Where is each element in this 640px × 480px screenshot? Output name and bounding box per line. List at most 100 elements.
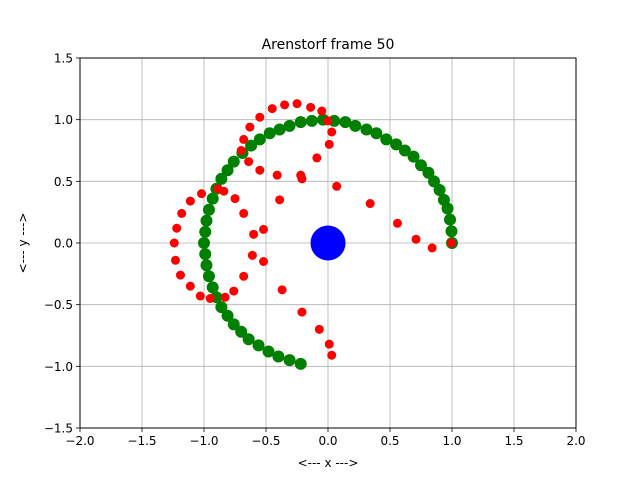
red-trajectory-point xyxy=(236,146,246,155)
red-trajectory-point xyxy=(327,350,337,360)
series-layer xyxy=(169,99,458,370)
red-trajectory-point xyxy=(296,170,306,180)
green-trajectory-point xyxy=(227,155,240,168)
red-trajectory-point xyxy=(267,104,277,114)
red-trajectory-point xyxy=(213,184,223,194)
red-trajectory-point xyxy=(411,234,421,244)
green-trajectory-point xyxy=(227,318,240,331)
red-trajectory-point xyxy=(275,195,285,205)
red-trajectory-point xyxy=(324,139,334,149)
x-tick-label: 0.5 xyxy=(380,434,399,448)
red-trajectory-point xyxy=(317,106,327,116)
y-tick-label: −1.5 xyxy=(44,422,73,436)
green-trajectory-point xyxy=(235,325,248,338)
red-trajectory-point xyxy=(205,294,215,303)
green-trajectory-point xyxy=(407,150,420,163)
green-trajectory-point xyxy=(339,116,352,129)
green-trajectory-point xyxy=(206,281,219,294)
green-trajectory-point xyxy=(283,354,296,367)
y-tick-label: 0.0 xyxy=(54,237,73,251)
series-large-circle xyxy=(198,113,458,370)
green-trajectory-point xyxy=(245,139,258,152)
red-trajectory-point xyxy=(229,286,239,296)
red-trajectory-point xyxy=(249,229,259,239)
red-trajectory-point xyxy=(297,307,307,317)
y-tick-label: −1.0 xyxy=(44,360,73,374)
red-trajectory-point xyxy=(169,238,179,248)
series-small-circle xyxy=(169,99,456,360)
red-trajectory-point xyxy=(365,199,375,209)
x-tick-label: 1.0 xyxy=(442,434,461,448)
red-trajectory-point xyxy=(292,99,302,109)
green-trajectory-point xyxy=(428,175,441,188)
green-trajectory-point xyxy=(215,301,228,314)
red-trajectory-point xyxy=(332,181,342,191)
red-trajectory-point xyxy=(324,339,334,349)
x-tick-label: 0.0 xyxy=(318,434,337,448)
red-trajectory-point xyxy=(170,255,180,265)
central-body xyxy=(310,225,346,261)
red-trajectory-point xyxy=(239,134,249,144)
green-trajectory-point xyxy=(199,225,212,238)
y-tick-label: −0.5 xyxy=(44,298,73,312)
red-trajectory-point xyxy=(230,194,240,204)
red-trajectory-point xyxy=(197,189,207,199)
green-trajectory-point xyxy=(444,213,457,226)
green-trajectory-point xyxy=(221,309,234,322)
x-tick-label: −1.0 xyxy=(189,434,218,448)
axis-ticks: −2.0 −1.5 −1.0 −0.5 0.0 0.5 1.0 1.5 2.0−1.5−1.0−… xyxy=(44,52,586,449)
red-trajectory-point xyxy=(446,238,456,248)
series-big-disk xyxy=(310,225,346,261)
red-trajectory-point xyxy=(277,285,287,295)
green-trajectory-point xyxy=(200,214,213,227)
green-trajectory-point xyxy=(437,193,450,206)
red-trajectory-point xyxy=(392,218,402,228)
green-trajectory-point xyxy=(370,127,383,140)
red-trajectory-point xyxy=(244,157,254,167)
x-tick-label: −0.5 xyxy=(251,434,280,448)
green-trajectory-point xyxy=(273,123,286,136)
y-tick-label: 0.5 xyxy=(54,175,73,189)
green-trajectory-point xyxy=(221,164,234,177)
red-trajectory-point xyxy=(259,257,269,266)
red-trajectory-point xyxy=(185,281,195,291)
green-trajectory-point xyxy=(215,172,228,185)
red-trajectory-point xyxy=(239,208,249,218)
green-trajectory-point xyxy=(200,259,213,272)
red-trajectory-point xyxy=(255,112,265,122)
green-trajectory-point xyxy=(305,114,318,127)
green-trajectory-point xyxy=(390,138,403,151)
red-trajectory-point xyxy=(239,271,249,281)
x-tick-label: 1.5 xyxy=(504,434,523,448)
green-trajectory-point xyxy=(198,237,210,249)
green-trajectory-point xyxy=(253,133,266,146)
y-axis-label: <--- y ---> xyxy=(16,213,30,274)
red-trajectory-point xyxy=(314,324,324,334)
x-tick-label: −2.0 xyxy=(65,434,94,448)
red-trajectory-point xyxy=(312,153,322,163)
red-trajectory-point xyxy=(255,165,265,175)
green-trajectory-point xyxy=(206,192,219,205)
red-trajectory-point xyxy=(245,122,255,132)
green-trajectory-point xyxy=(202,203,215,216)
red-trajectory-point xyxy=(220,292,230,302)
green-trajectory-point xyxy=(360,123,373,136)
green-trajectory-point xyxy=(294,357,307,370)
red-trajectory-point xyxy=(427,243,437,253)
green-trajectory-point xyxy=(415,159,427,172)
red-trajectory-point xyxy=(306,102,316,112)
green-trajectory-point xyxy=(398,144,411,157)
green-trajectory-point xyxy=(380,133,393,146)
red-trajectory-point xyxy=(185,196,195,206)
red-trajectory-point xyxy=(195,291,205,301)
x-axis-label: <--- x ---> xyxy=(298,456,359,470)
red-trajectory-point xyxy=(272,170,282,180)
green-trajectory-point xyxy=(242,333,255,346)
red-trajectory-point xyxy=(175,270,185,280)
chart-title: Arenstorf frame 50 xyxy=(262,37,395,53)
green-trajectory-point xyxy=(252,339,265,352)
green-trajectory-point xyxy=(262,345,275,358)
red-trajectory-point xyxy=(177,208,187,218)
green-trajectory-point xyxy=(283,119,296,132)
